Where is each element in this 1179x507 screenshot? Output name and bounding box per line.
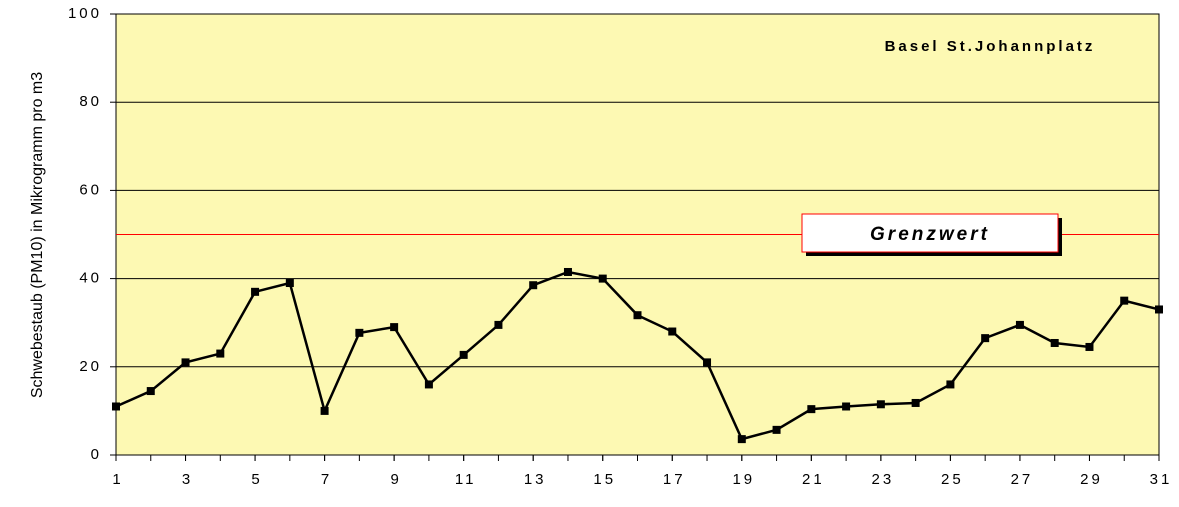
data-point (1015, 320, 1024, 329)
data-point (181, 358, 190, 367)
x-tick-label: 17 (663, 471, 686, 488)
x-tick-label: 31 (1150, 471, 1173, 488)
data-point (285, 279, 294, 288)
data-point (981, 334, 990, 343)
data-point (598, 274, 607, 283)
y-tick-label: 80 (79, 93, 102, 110)
threshold-label: Grenzwert (870, 224, 990, 245)
x-tick-label: 27 (1011, 471, 1034, 488)
data-point (494, 320, 503, 329)
data-point (737, 435, 746, 444)
x-tick-label: 5 (251, 471, 262, 488)
data-point (1085, 342, 1094, 351)
x-tick-label: 11 (455, 471, 477, 488)
data-point (320, 406, 329, 415)
x-tick-label: 29 (1080, 471, 1103, 488)
data-point (112, 402, 120, 411)
threshold-label-box (801, 213, 1059, 253)
data-point (1120, 296, 1129, 305)
x-tick-label: 21 (802, 471, 825, 488)
data-point (216, 349, 225, 358)
data-point (703, 358, 712, 367)
x-tick-label: 1 (112, 471, 123, 488)
data-point (563, 267, 572, 276)
y-tick-label: 60 (79, 181, 102, 198)
data-point (390, 323, 399, 332)
x-tick-label: 15 (593, 471, 616, 488)
data-point (529, 281, 538, 290)
x-tick-label: 3 (182, 471, 193, 488)
data-point (668, 327, 677, 336)
data-point (146, 387, 155, 396)
x-tick-label: 23 (872, 471, 895, 488)
data-point (807, 405, 816, 414)
data-point (876, 400, 885, 409)
data-point (772, 425, 781, 434)
data-point (842, 402, 851, 411)
data-point (1155, 305, 1163, 314)
data-point (1050, 338, 1059, 347)
x-tick-label: 19 (732, 471, 755, 488)
y-tick-label: 20 (79, 358, 102, 375)
y-tick-label: 40 (79, 270, 102, 287)
y-tick-label: 0 (91, 446, 102, 463)
data-point (251, 287, 260, 296)
data-point (633, 311, 642, 320)
data-point (911, 398, 920, 407)
data-point (459, 350, 468, 359)
y-axis-label: Schwebestaub (PM10) in Mikrogramm pro m3 (29, 72, 46, 398)
x-tick-label: 9 (390, 471, 401, 488)
data-point (424, 380, 433, 389)
data-point (355, 328, 364, 337)
data-point (946, 380, 955, 389)
x-tick-label: 25 (941, 471, 964, 488)
x-tick-label: 13 (524, 471, 547, 488)
x-tick-label: 7 (321, 471, 332, 488)
chart-title: Basel St.Johannplatz (885, 38, 1096, 55)
y-tick-label: 100 (68, 5, 102, 22)
